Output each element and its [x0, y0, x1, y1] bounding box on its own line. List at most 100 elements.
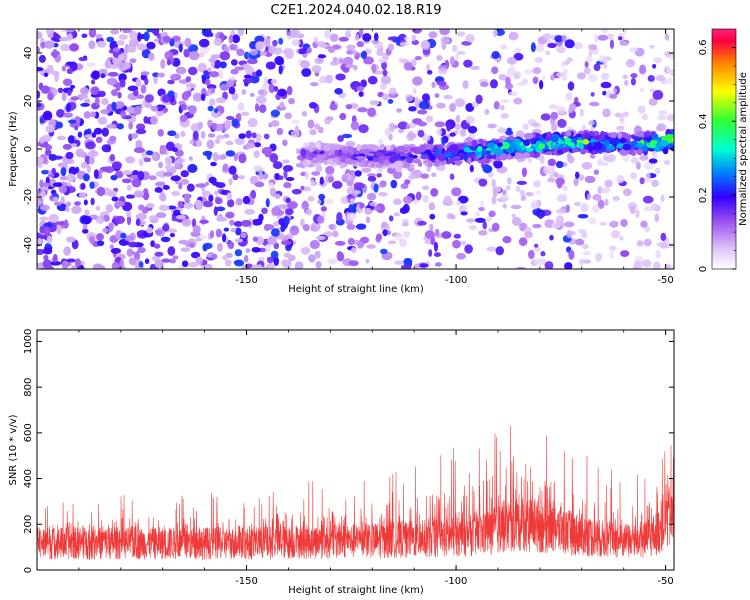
spectrogram-cell [643, 238, 652, 247]
spectrogram-cell [540, 251, 546, 257]
spectrogram-cell [192, 224, 201, 235]
snr-marks [37, 425, 674, 561]
spectrogram-ridge-cell [558, 143, 564, 150]
spectrogram-cell [80, 102, 90, 107]
spectrogram-cell [592, 193, 602, 201]
spectrogram-cell [406, 132, 415, 141]
spectrogram-cell [171, 35, 181, 42]
spectrogram-cell [513, 97, 523, 105]
spectrogram-cell [137, 204, 145, 211]
spectrogram-cell [180, 247, 191, 252]
spectrogram-ridge-cell [356, 143, 362, 152]
spectrogram-ridge-cell [424, 144, 435, 150]
spectrogram-cell [655, 74, 666, 82]
spectrogram-cell [597, 199, 605, 209]
spectrogram-cell [150, 105, 159, 112]
spectrogram-cell [116, 123, 124, 130]
spectrogram-cell [158, 204, 170, 211]
spectrogram-cell [65, 151, 74, 160]
spectrogram-cell [499, 194, 510, 202]
spectrogram-cell [507, 177, 512, 185]
spectrogram-cell [314, 57, 324, 64]
spectrogram-ridge-cell [390, 161, 395, 170]
spectrogram-cell [167, 228, 178, 233]
spectrogram-cell [180, 103, 187, 111]
spectrogram-cell [185, 85, 192, 92]
spectrogram-cell [435, 102, 446, 109]
spectrogram-cell [491, 195, 497, 205]
spectrogram-cell [435, 128, 443, 136]
spectrogram-cell [39, 179, 44, 188]
spectrogram-cell [125, 194, 136, 199]
spectrogram-cell [291, 188, 302, 195]
spectrogram-cell [241, 219, 252, 227]
spectrogram-cell [459, 128, 467, 137]
spectrogram-cell [373, 183, 379, 193]
spectrogram-cell [267, 235, 278, 245]
spectrogram-cell [357, 107, 368, 113]
spectrogram-cell [431, 81, 436, 89]
spectrogram-cell [343, 56, 354, 66]
spectrogram-cell [144, 103, 153, 109]
spectrogram-cell [393, 198, 402, 205]
spectrogram-cell [408, 106, 417, 112]
spectrogram-cell [492, 29, 498, 38]
spectrogram-cell [84, 155, 91, 165]
spectrogram-cell [179, 114, 188, 123]
spectrogram-cell [145, 203, 155, 209]
spectrogram-cell [61, 91, 67, 102]
spectrogram-cell [302, 223, 310, 232]
spectrogram-cell [658, 110, 668, 116]
spectrogram-cell [188, 51, 200, 61]
spectrogram-cell [140, 71, 150, 76]
spectrogram-cell [238, 133, 246, 139]
y-tick-label: 20 [23, 95, 34, 108]
spectrogram-cell [225, 252, 233, 259]
spectrogram-cell [499, 105, 505, 111]
spectrogram-cell [53, 155, 63, 160]
spectrogram-cell [66, 173, 76, 183]
spectrogram-cell [609, 251, 614, 260]
spectrogram-cell [338, 36, 349, 42]
spectrogram-cell [612, 195, 620, 201]
spectrogram-cell [63, 246, 71, 256]
spectrogram-cell [424, 230, 435, 239]
spectrogram-cell [317, 215, 325, 224]
spectrogram-ridge-cell [322, 144, 329, 152]
spectrogram-cell [222, 255, 228, 261]
spectrogram-cell [201, 29, 212, 37]
spectrogram-cell [341, 133, 353, 139]
spectrogram-cell [237, 102, 245, 111]
spectrogram-cell [207, 67, 212, 73]
spectrogram-cell [37, 66, 44, 72]
spectrogram-cell [233, 153, 238, 162]
spectrogram-cell [117, 91, 122, 99]
spectrogram-ridge-cell [449, 144, 454, 149]
spectrogram-cell [313, 36, 318, 44]
spectrogram-cell [334, 240, 346, 246]
spectrogram-cell [197, 62, 207, 73]
spectrogram-cell [345, 104, 353, 110]
spectrogram-cell [97, 90, 106, 98]
y-tick-label: -40 [23, 237, 34, 253]
spectrogram-cell [81, 215, 92, 225]
spectrogram-cell [226, 192, 232, 201]
spectrogram-cell [478, 178, 488, 187]
spectrogram-cell [254, 35, 265, 44]
spectrogram-cell [597, 34, 609, 41]
spectrogram-cell [298, 48, 307, 55]
spectrogram-cell [240, 232, 247, 239]
spectrogram-cell [245, 248, 251, 254]
spectrogram-cell [263, 223, 271, 232]
spectrogram-cell [65, 262, 72, 267]
spectrogram-cell [468, 225, 478, 230]
spectrogram-cell [532, 223, 542, 229]
spectrogram-cell [500, 43, 508, 50]
spectrogram-cell [106, 36, 115, 43]
spectrogram-cell [86, 62, 96, 68]
spectrogram-cell [506, 56, 517, 65]
spectrogram-cell [355, 223, 367, 230]
spectrogram-cell [215, 228, 223, 238]
spectrogram-cell [326, 116, 334, 121]
spectrogram-cell [70, 96, 80, 101]
